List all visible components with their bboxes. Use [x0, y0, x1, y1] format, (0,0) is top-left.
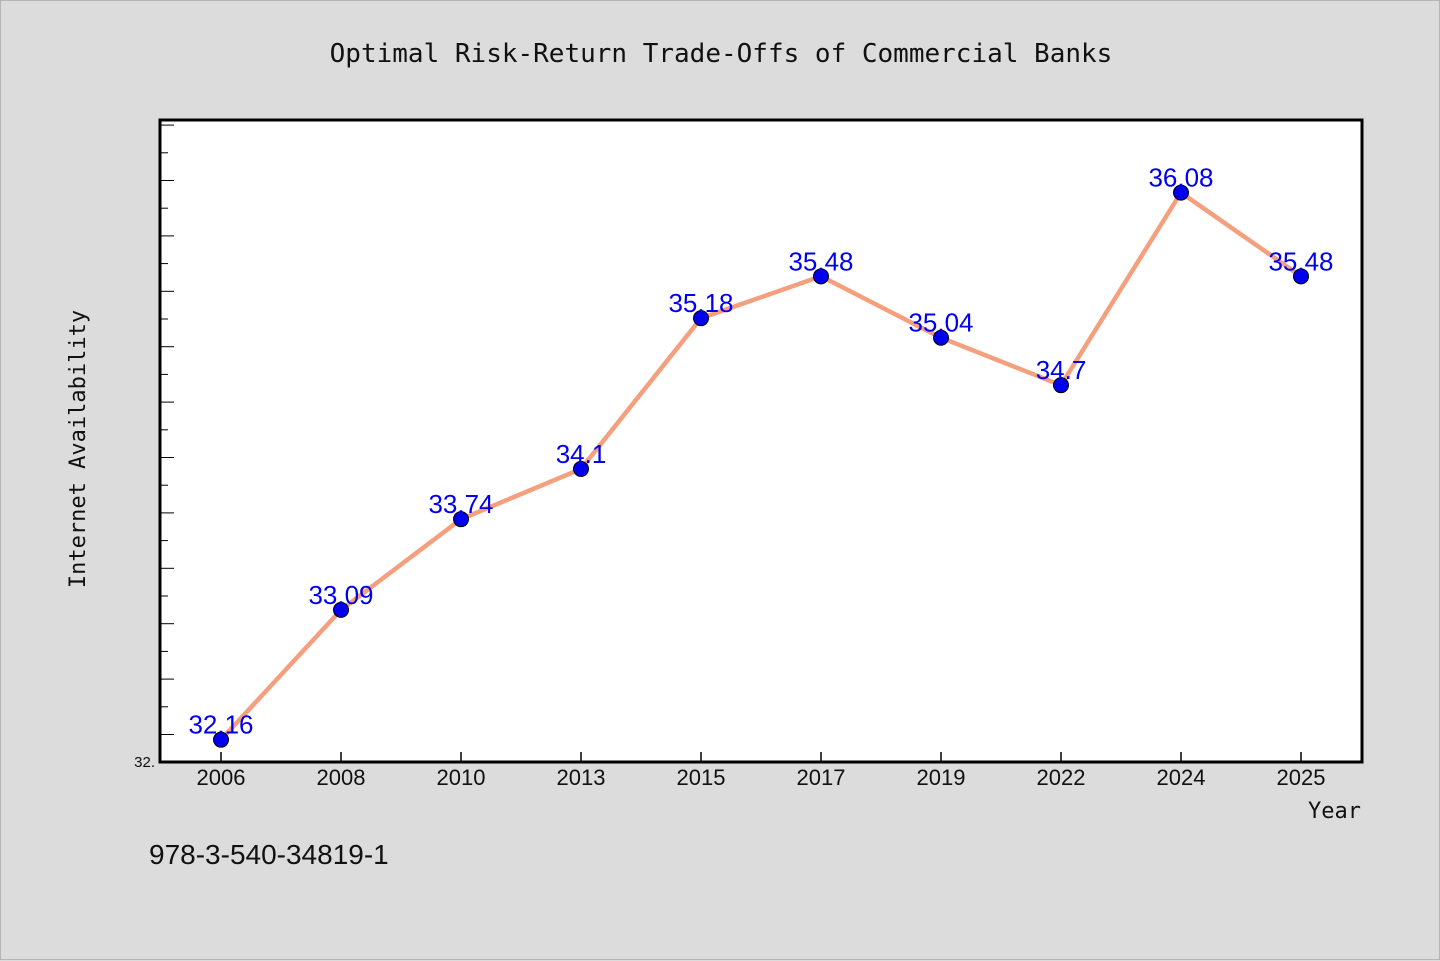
x-tick-label: 2022 — [1037, 765, 1086, 790]
data-point — [213, 731, 229, 748]
data-label: 35.48 — [788, 246, 853, 276]
x-axis-label: Year — [1308, 799, 1361, 824]
x-tick-label: 2006 — [197, 765, 246, 790]
x-tick-label: 2017 — [797, 765, 846, 790]
data-label: 32.16 — [188, 710, 253, 740]
data-point — [453, 511, 469, 528]
data-point — [933, 329, 949, 346]
x-tick-label: 2025 — [1277, 765, 1326, 790]
data-point — [573, 460, 589, 477]
data-point — [813, 268, 829, 285]
data-labels: 32.16 33.09 33.74 34.1 35.18 35.48 35.04 34.7 36… — [188, 163, 1333, 740]
x-tick-label: 2010 — [437, 765, 486, 790]
x-axis-tick-labels: 2006 2008 2010 2013 2015 2017 2019 2022 2024 2025 — [197, 765, 1326, 790]
x-tick-label: 2008 — [317, 765, 366, 790]
data-label: 35.48 — [1268, 246, 1333, 276]
x-tick-label: 2019 — [917, 765, 966, 790]
data-label: 34.1 — [556, 439, 607, 469]
data-point — [1293, 268, 1309, 285]
y-axis-label: Internet Availability — [66, 310, 91, 588]
footer-isbn: 978-3-540-34819-1 — [149, 839, 389, 870]
y-tick-label: 32. — [134, 754, 155, 771]
data-label: 34.7 — [1036, 355, 1087, 385]
data-label: 33.09 — [308, 580, 373, 610]
data-point — [333, 601, 349, 618]
x-tick-label: 2015 — [677, 765, 726, 790]
x-axis-ticks — [220, 752, 1302, 762]
x-tick-label: 2024 — [1157, 765, 1206, 790]
plot-area — [160, 120, 1362, 762]
plot-frame — [158, 118, 1364, 764]
x-tick-label: 2013 — [557, 765, 606, 790]
data-label: 36.08 — [1148, 163, 1213, 193]
series-line — [218, 190, 1304, 742]
data-point — [1053, 377, 1069, 394]
chart-title: Optimal Risk-Return Trade-Offs of Commer… — [330, 39, 1113, 69]
data-label: 35.04 — [908, 308, 973, 338]
data-point — [1173, 184, 1189, 201]
data-markers — [213, 184, 1309, 748]
data-label: 35.18 — [668, 288, 733, 318]
data-label: 33.74 — [428, 489, 493, 519]
data-point — [693, 310, 709, 327]
